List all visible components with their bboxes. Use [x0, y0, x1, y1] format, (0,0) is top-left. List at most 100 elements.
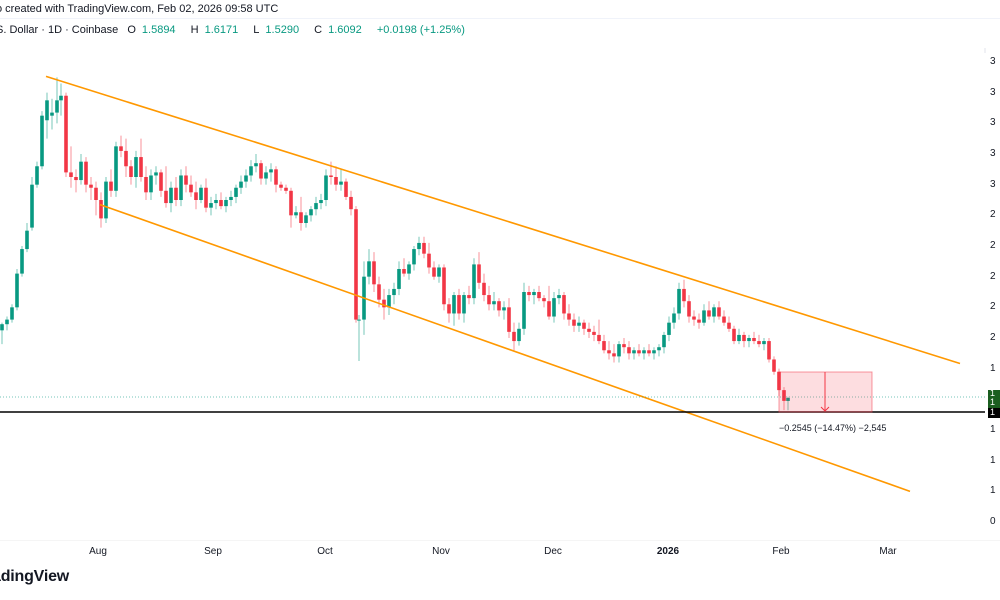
candle — [672, 313, 676, 323]
candle — [179, 175, 183, 200]
candle — [607, 350, 611, 354]
y-axis-label: 2 — [990, 209, 996, 221]
candle — [652, 350, 656, 354]
candle — [617, 344, 621, 357]
candle — [387, 295, 391, 308]
x-axis-label: Mar — [879, 546, 897, 557]
candle — [194, 192, 198, 200]
candle — [662, 334, 666, 348]
top-bar: o created with TradingView.com, Feb 02, … — [0, 0, 1000, 19]
last-price-tag: 1 — [990, 389, 996, 398]
candle — [129, 166, 133, 177]
candle — [244, 175, 248, 182]
candle — [59, 95, 63, 101]
candle — [647, 350, 651, 354]
candle — [462, 295, 466, 314]
candle — [637, 350, 641, 354]
candle — [249, 166, 253, 176]
candle — [747, 338, 751, 342]
tradingview-logo: adingView — [0, 568, 70, 585]
y-axis-label: 1 — [990, 485, 996, 497]
candle — [50, 112, 54, 116]
candle — [299, 212, 303, 223]
candle — [25, 230, 29, 250]
candle — [314, 203, 318, 210]
x-axis-label: Oct — [317, 546, 333, 557]
measure-label: −0.2545 (−14.47%) −2,545 — [779, 423, 887, 433]
candle — [324, 175, 328, 200]
candle — [209, 203, 213, 208]
candle — [224, 200, 228, 207]
candle — [35, 166, 39, 185]
candle — [239, 181, 243, 188]
x-axis-label: Dec — [544, 546, 562, 557]
candle — [149, 175, 153, 193]
channel-lower-line[interactable] — [99, 203, 911, 493]
candle — [512, 331, 516, 342]
candle — [402, 269, 406, 274]
candle — [692, 316, 696, 320]
candle — [109, 181, 113, 191]
candle — [40, 115, 44, 167]
candle — [742, 334, 746, 342]
candle — [289, 190, 293, 216]
candle — [632, 350, 636, 354]
candle — [0, 324, 4, 331]
candle — [254, 163, 258, 167]
y-axis-label: 3 — [990, 178, 996, 190]
candle — [547, 301, 551, 317]
candle — [502, 307, 506, 311]
candle — [527, 292, 531, 296]
candle — [269, 169, 273, 173]
candle — [20, 249, 24, 274]
price-chart[interactable] — [0, 36, 1000, 540]
candle — [642, 350, 646, 354]
candle — [442, 267, 446, 305]
x-axis[interactable]: Aug Sep Oct Nov Dec 2026 Feb Mar — [0, 540, 1000, 561]
candle — [234, 187, 238, 197]
candle — [572, 319, 576, 326]
candle — [452, 295, 456, 314]
candle — [279, 184, 283, 188]
candle — [537, 292, 541, 299]
candle — [427, 253, 431, 268]
y-axis-label: 3 — [990, 117, 996, 129]
candle — [199, 187, 203, 200]
candle — [334, 177, 338, 185]
y-axis-label: 2 — [990, 270, 996, 282]
candle — [219, 200, 223, 207]
candle — [612, 353, 616, 357]
candle — [707, 310, 711, 317]
candle — [139, 157, 143, 177]
candle — [727, 322, 731, 329]
candle — [407, 264, 411, 274]
candle — [15, 273, 19, 308]
candle — [522, 292, 526, 329]
candle — [189, 184, 193, 193]
candle — [482, 282, 486, 296]
candle — [392, 288, 396, 296]
candle — [492, 301, 496, 305]
candle — [79, 161, 83, 181]
candle — [582, 322, 586, 329]
candle — [786, 397, 790, 401]
x-axis-label: 2026 — [656, 546, 680, 557]
candle — [717, 307, 721, 317]
y-axis-label: 1 — [990, 454, 996, 466]
channel-upper-line[interactable] — [45, 75, 961, 365]
candle — [667, 322, 671, 335]
y-axis-price-tags — [988, 390, 1000, 418]
price-range-measure[interactable] — [778, 371, 873, 413]
candle — [284, 187, 288, 191]
candle — [412, 249, 416, 265]
candle — [752, 338, 756, 342]
y-axis-label: 3 — [990, 86, 996, 98]
candle — [417, 242, 421, 250]
candle — [329, 175, 333, 177]
candle — [64, 95, 68, 173]
candle — [174, 187, 178, 200]
candle — [472, 264, 476, 299]
candle — [487, 295, 491, 305]
symbol-name[interactable]: S. Dollar · 1D · Coinbase — [0, 24, 119, 36]
candle — [159, 172, 163, 191]
